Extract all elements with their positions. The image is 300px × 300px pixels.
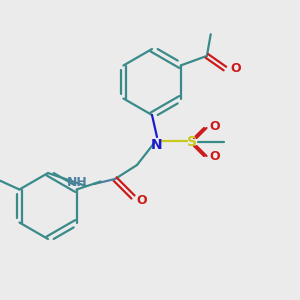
Text: O: O xyxy=(230,62,241,75)
Text: S: S xyxy=(187,135,197,149)
Text: O: O xyxy=(209,151,220,164)
Text: O: O xyxy=(209,121,220,134)
Text: O: O xyxy=(136,194,147,208)
Text: N: N xyxy=(151,138,163,152)
Text: NH: NH xyxy=(67,176,88,190)
